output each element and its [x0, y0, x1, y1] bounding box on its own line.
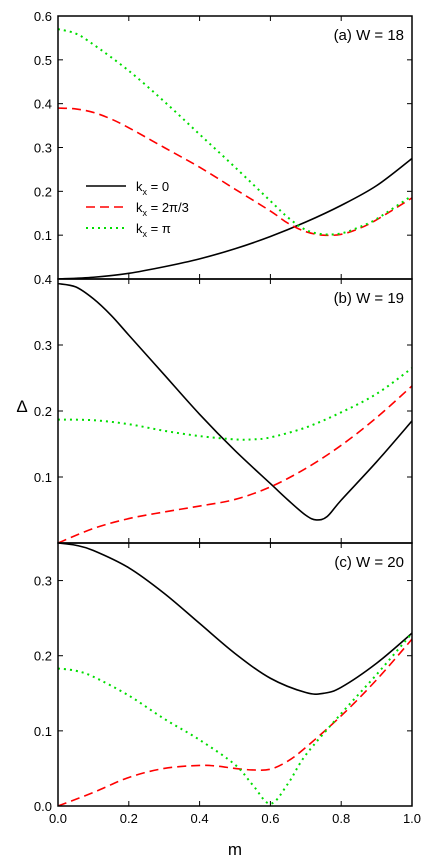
chart-panels: 0.1 0.2 0.3 0.4 0.5 0.6 (a) W = 18 0.1 0.2 0.3 0.4… — [34, 9, 421, 826]
series-line-kx23-panel-c — [58, 638, 412, 806]
y-tick-label: 0.6 — [34, 9, 52, 24]
y-tick-label: 0.2 — [34, 649, 52, 664]
y-tick-label: 0.3 — [34, 338, 52, 353]
legend-label: kx = π — [136, 221, 171, 239]
x-tick-label: 0.8 — [332, 811, 350, 826]
x-tick-label: 0.2 — [120, 811, 138, 826]
x-tick-label: 0.6 — [261, 811, 279, 826]
y-tick-label: 0.2 — [34, 404, 52, 419]
y-tick-label: 0.2 — [34, 184, 52, 199]
panel-title: (c) W = 20 — [334, 554, 404, 571]
legend: kx = 0 kx = 2π/3 kx = π — [86, 179, 189, 239]
x-tick-label: 0.4 — [191, 811, 209, 826]
series-line-kxpi-panel-a — [58, 28, 412, 236]
panel-b: 0.1 0.2 0.3 0.4 (b) W = 19 — [34, 272, 413, 544]
plot-frame — [57, 278, 413, 544]
panel-a: 0.1 0.2 0.3 0.4 0.5 0.6 (a) W = 18 — [34, 9, 413, 280]
y-tick-label: 0.1 — [34, 228, 52, 243]
series-line-kx0-panel-a — [58, 157, 412, 279]
y-tick-label: 0.1 — [34, 470, 52, 485]
series-line-kxpi-panel-c — [58, 632, 412, 805]
y-axis-label: Δ — [16, 397, 27, 416]
y-tick-label: 0.0 — [34, 799, 52, 814]
panel-title: (b) W = 19 — [334, 290, 404, 307]
series-line-kx23-panel-b — [58, 385, 412, 543]
x-tick-label: 0.0 — [49, 811, 67, 826]
legend-label: kx = 0 — [136, 179, 169, 197]
plot-frame — [57, 542, 413, 807]
plot-frame — [57, 15, 413, 280]
y-tick-label: 0.5 — [34, 53, 52, 68]
series-line-kx23-panel-a — [58, 107, 412, 237]
y-tick-label: 0.3 — [34, 141, 52, 156]
x-tick-label: 1.0 — [403, 811, 421, 826]
panel-title: (a) W = 18 — [334, 27, 404, 44]
series-line-kx0-panel-c — [58, 543, 412, 695]
x-axis-label: m — [228, 840, 242, 859]
panel-c: 0.0 0.1 0.2 0.3 0.0 0.2 0.4 0.6 0.8 1.0 (c) W = 20 — [34, 542, 421, 826]
y-tick-label: 0.4 — [34, 272, 52, 287]
y-tick-label: 0.1 — [34, 724, 52, 739]
legend-label: kx = 2π/3 — [136, 200, 189, 218]
y-tick-label: 0.3 — [34, 574, 52, 589]
series-line-kxpi-panel-b — [58, 367, 412, 441]
y-tick-label: 0.4 — [34, 97, 52, 112]
series-line-kx0-panel-b — [58, 282, 412, 521]
